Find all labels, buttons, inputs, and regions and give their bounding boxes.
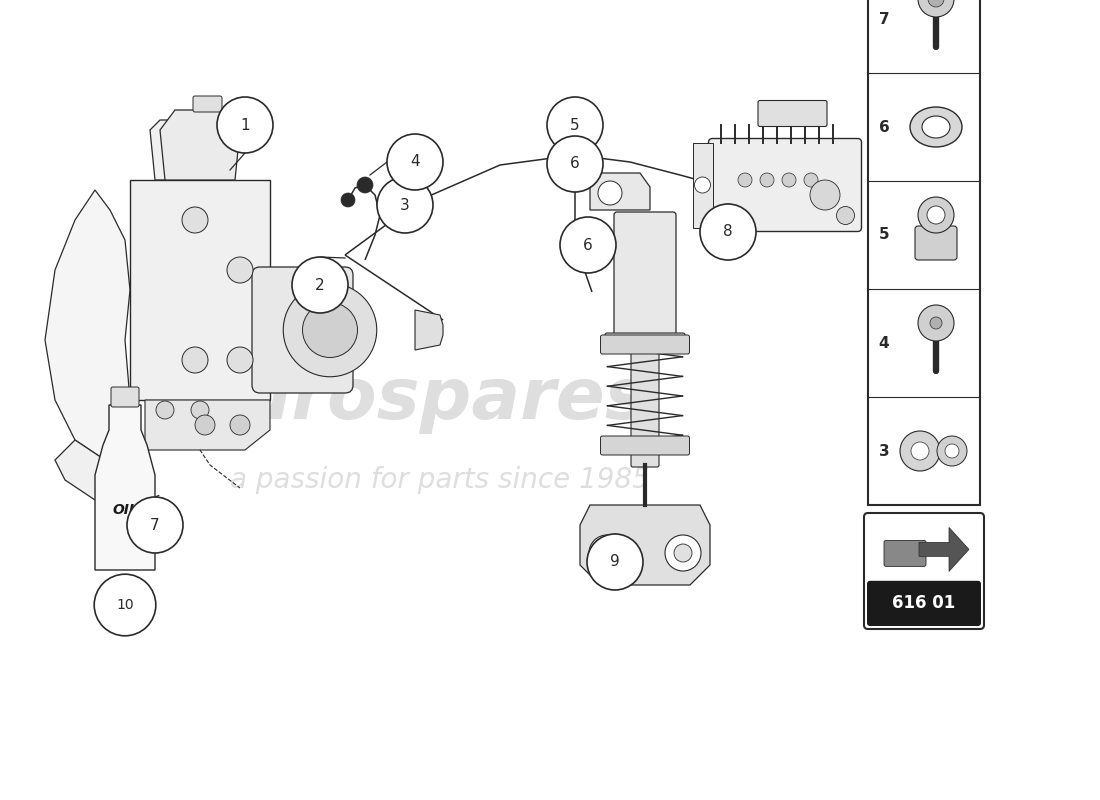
Text: 4: 4 [410,154,420,170]
Text: 3: 3 [879,443,889,458]
Circle shape [760,173,774,187]
Circle shape [911,442,930,460]
Circle shape [674,544,692,562]
Circle shape [191,401,209,419]
Circle shape [918,305,954,341]
Text: 6: 6 [570,157,580,171]
Circle shape [937,436,967,466]
Text: 1: 1 [240,118,250,133]
Text: 7: 7 [151,518,160,533]
Text: 616 01: 616 01 [892,594,956,613]
Text: a passion for parts since 1985: a passion for parts since 1985 [230,466,650,494]
Circle shape [598,544,616,562]
Text: 10: 10 [117,598,134,612]
Text: 6: 6 [583,238,593,253]
Polygon shape [415,310,443,350]
Circle shape [700,204,756,260]
Circle shape [918,0,954,17]
Circle shape [918,197,954,233]
Polygon shape [590,173,650,210]
Text: 8: 8 [723,225,733,239]
Text: 9: 9 [610,554,620,570]
Circle shape [292,257,348,313]
Circle shape [804,173,818,187]
Circle shape [598,181,622,205]
Text: OIL: OIL [112,503,138,517]
Circle shape [927,206,945,224]
Circle shape [377,177,433,233]
Circle shape [588,535,625,571]
FancyBboxPatch shape [601,335,690,354]
FancyBboxPatch shape [693,142,713,227]
Circle shape [182,207,208,233]
Polygon shape [145,400,270,450]
FancyBboxPatch shape [192,96,222,112]
Circle shape [95,574,156,636]
Circle shape [547,97,603,153]
Polygon shape [160,110,240,180]
FancyBboxPatch shape [915,226,957,260]
Circle shape [810,180,840,210]
Text: 5: 5 [879,227,889,242]
Text: 2: 2 [316,278,324,293]
Circle shape [358,177,373,193]
Circle shape [666,535,701,571]
FancyBboxPatch shape [605,333,685,349]
FancyBboxPatch shape [758,101,827,126]
Polygon shape [918,527,969,571]
Text: 6: 6 [879,119,890,134]
Text: 3: 3 [400,198,410,213]
Circle shape [156,401,174,419]
Circle shape [738,173,752,187]
Circle shape [560,217,616,273]
Ellipse shape [910,107,962,147]
Text: 7: 7 [879,11,889,26]
Circle shape [900,431,940,471]
FancyBboxPatch shape [252,267,353,393]
FancyBboxPatch shape [867,581,981,626]
Circle shape [836,206,855,225]
FancyBboxPatch shape [708,138,861,231]
Polygon shape [55,440,116,500]
Polygon shape [580,505,710,585]
Circle shape [782,173,796,187]
FancyBboxPatch shape [614,212,676,338]
Circle shape [227,347,253,373]
Ellipse shape [922,116,950,138]
Circle shape [217,97,273,153]
Text: 4: 4 [879,335,889,350]
Circle shape [227,257,253,283]
Circle shape [302,302,358,358]
FancyBboxPatch shape [111,387,139,407]
Polygon shape [150,120,205,180]
Circle shape [182,347,208,373]
Polygon shape [95,405,155,570]
Circle shape [930,317,942,329]
Text: 5: 5 [570,118,580,133]
Circle shape [284,283,376,377]
FancyBboxPatch shape [130,180,270,400]
Circle shape [715,206,734,225]
FancyBboxPatch shape [868,0,980,505]
FancyBboxPatch shape [864,513,984,629]
Circle shape [928,0,944,7]
Circle shape [195,415,214,435]
Circle shape [945,444,959,458]
FancyBboxPatch shape [601,436,690,455]
Circle shape [168,138,192,162]
Circle shape [387,134,443,190]
Text: eurospares: eurospares [191,366,648,434]
Circle shape [547,136,603,192]
Circle shape [230,415,250,435]
Circle shape [126,497,183,553]
Circle shape [694,177,711,193]
Polygon shape [45,190,130,460]
FancyBboxPatch shape [631,345,659,467]
Circle shape [341,193,355,207]
FancyBboxPatch shape [884,541,926,566]
Circle shape [587,534,643,590]
